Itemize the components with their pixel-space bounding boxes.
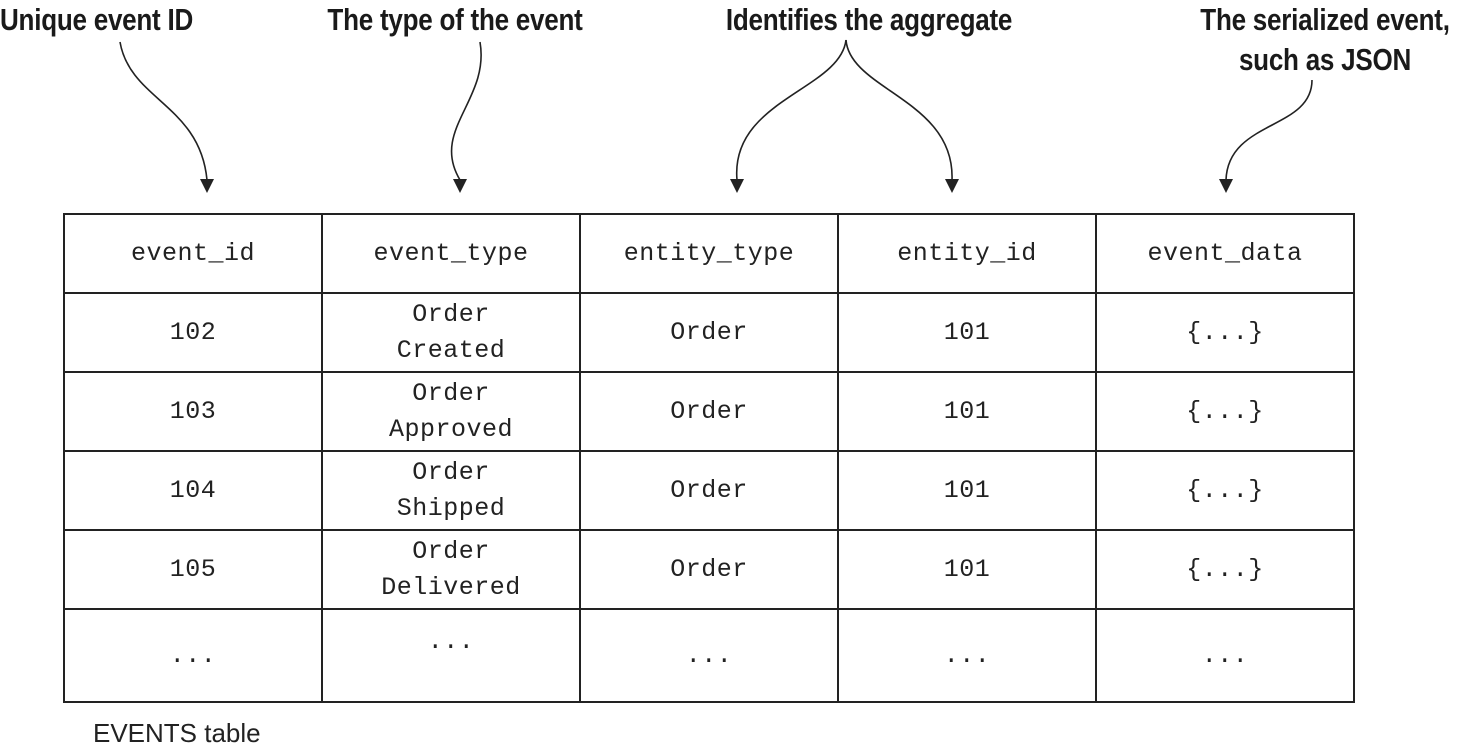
cell-event-id: 102 [63,292,323,373]
cell-event-type-line2: Shipped [396,493,506,523]
events-table: event_id event_type entity_type entity_i… [63,213,1355,703]
cell-ellipsis: ... [837,608,1097,703]
cell-event-id: 103 [63,371,323,452]
cell-event-type-line2: Approved [388,414,514,444]
cell-entity-type: Order [579,292,839,373]
cell-entity-id: 101 [837,292,1097,373]
table-header-row: event_id event_type entity_type entity_i… [63,213,1355,294]
annotation-serialized-line2: such as JSON [1238,42,1412,77]
annotation-serialized-event: The serialized event, such as JSON [1170,0,1475,80]
cell-event-id: 104 [63,450,323,531]
arrowhead-event-type [453,179,467,193]
cell-event-type-line1: Order [412,378,490,408]
cell-event-type-line1: Order [412,457,490,487]
arrow-aggregate-right [845,39,953,181]
table-caption: EVENTS table [93,718,261,748]
column-header-entity-id: entity_id [837,213,1097,294]
cell-entity-id: 101 [837,450,1097,531]
cell-ellipsis: ... [321,608,581,703]
cell-event-data: {...} [1095,371,1355,452]
table-row-ellipsis: ... ... ... ... ... [63,608,1355,703]
cell-entity-type: Order [579,529,839,610]
cell-event-type-line2: Delivered [381,572,521,602]
column-header-event-type: event_type [321,213,581,294]
cell-event-type: Order Shipped [321,450,581,531]
column-header-event-data: event_data [1095,213,1355,294]
cell-entity-type: Order [579,371,839,452]
arrowhead-aggregate-left [730,179,744,193]
arrowhead-event-id [200,179,214,193]
arrow-event-id [119,41,208,181]
cell-entity-type: Order [579,450,839,531]
table-row: 103 Order Approved Order 101 {...} [63,371,1355,452]
table-row: 105 Order Delivered Order 101 {...} [63,529,1355,610]
arrow-serialized [1225,79,1313,181]
cell-event-type: Order Created [321,292,581,373]
cell-event-data: {...} [1095,292,1355,373]
cell-entity-id: 101 [837,529,1097,610]
cell-event-id: 105 [63,529,323,610]
cell-event-type: Order Approved [321,371,581,452]
arrow-aggregate-left [736,39,847,181]
annotation-event-type: The type of the event [327,2,583,37]
cell-event-type-line1: Order [412,299,490,329]
cell-event-data: {...} [1095,450,1355,531]
cell-ellipsis: ... [1095,608,1355,703]
cell-ellipsis: ... [579,608,839,703]
cell-event-data: {...} [1095,529,1355,610]
cell-ellipsis: ... [63,608,323,703]
table-row: 102 Order Created Order 101 {...} [63,292,1355,373]
column-header-entity-type: entity_type [579,213,839,294]
arrow-event-type [450,41,482,181]
table-row: 104 Order Shipped Order 101 {...} [63,450,1355,531]
cell-entity-id: 101 [837,371,1097,452]
annotation-serialized-line1: The serialized event, [1200,2,1450,37]
cell-event-type-line2: Created [396,335,506,365]
column-header-event-id: event_id [63,213,323,294]
arrowhead-aggregate-right [945,179,959,193]
annotation-event-id: Unique event ID [0,2,194,37]
cell-event-type: Order Delivered [321,529,581,610]
cell-event-type-line1: Order [412,536,490,566]
arrowhead-serialized [1219,179,1233,193]
annotation-aggregate: Identifies the aggregate [725,2,1013,37]
